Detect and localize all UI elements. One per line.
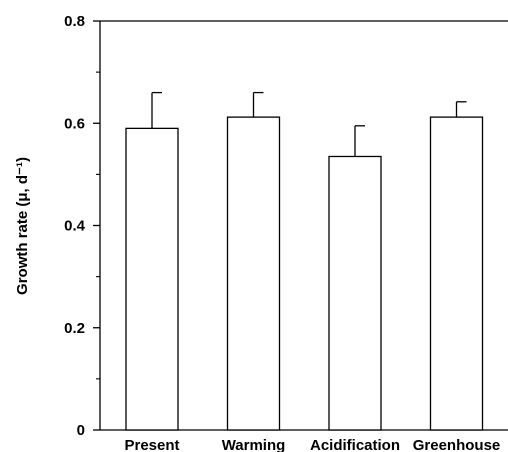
- x-category-label: Warming: [222, 437, 286, 452]
- chart-labels: 0 0.2 0.4 0.6 0.8 Present Warming Acidification…: [64, 13, 500, 452]
- bar: [125, 127, 179, 431]
- bar: [328, 155, 382, 431]
- y-axis-title: Growth rate (μ, d⁻¹): [14, 157, 31, 295]
- y-tick-label: 0.4: [64, 218, 86, 235]
- bar: [226, 116, 281, 431]
- bar: [429, 116, 484, 431]
- y-tick-label: 0.8: [64, 13, 85, 30]
- y-tick-label: 0.2: [64, 320, 85, 337]
- chart-error-bars: [151, 91, 467, 157]
- chart-bars: [125, 116, 484, 431]
- x-category-label: Present: [124, 437, 179, 452]
- x-category-label: Acidification: [310, 437, 400, 452]
- x-category-label: Greenhouse: [413, 437, 501, 452]
- y-tick-label: 0.6: [64, 115, 85, 132]
- y-tick-label: 0: [77, 422, 85, 439]
